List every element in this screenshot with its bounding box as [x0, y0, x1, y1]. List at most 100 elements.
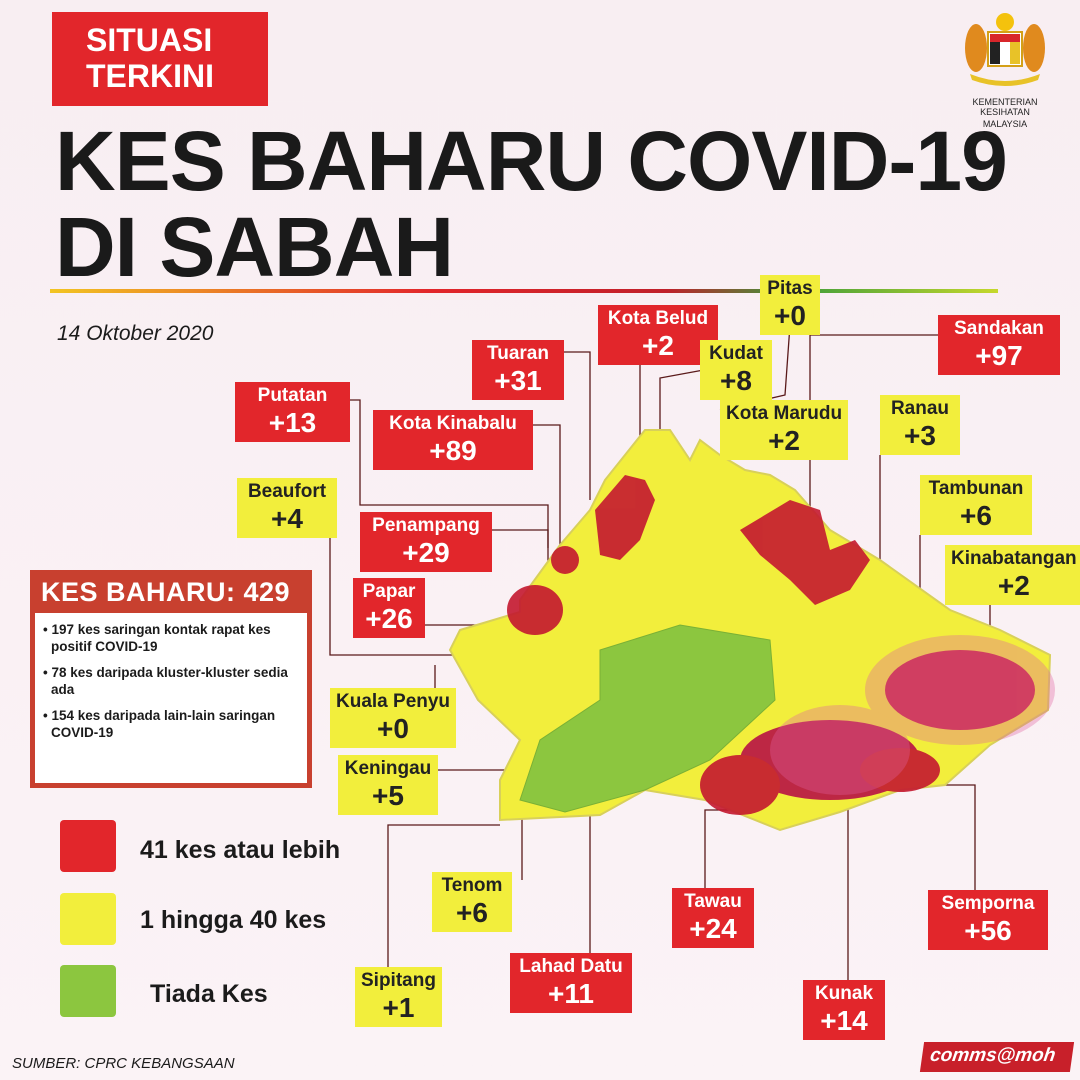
coat-of-arms-icon	[965, 13, 1045, 86]
district-cases: +2	[642, 330, 674, 361]
summary-heading: KES BAHARU: 429	[35, 575, 307, 613]
leader-line	[387, 824, 500, 967]
district-name: Penampang	[372, 515, 480, 536]
district-name: Papar	[362, 581, 416, 602]
no-case-region	[519, 624, 776, 813]
leader-line	[704, 809, 760, 888]
district-cases: +0	[377, 713, 409, 744]
situasi-terkini-badge: SITUASI TERKINI	[52, 12, 268, 106]
district-name: Tawau	[684, 891, 742, 912]
district-cases: +0	[774, 300, 806, 331]
district-label: Sipitang +1	[355, 967, 442, 1027]
district-name: Kunak	[814, 983, 874, 1004]
district-name: Kudat	[709, 343, 763, 364]
district-cases: +24	[689, 913, 737, 944]
district-cases: +13	[268, 407, 317, 438]
source-note: SUMBER: CPRC KEBANGSAAN	[12, 1055, 235, 1072]
district-cases: +26	[365, 603, 413, 634]
district-name: Kota Belud	[607, 308, 709, 329]
ministry-name-line2: MALAYSIA	[982, 119, 1028, 129]
district-name: Kota Marudu	[726, 403, 843, 424]
district-name: Kinabatangan	[951, 548, 1077, 569]
district-cases: +29	[402, 537, 450, 568]
district-name: Kuala Penyu	[336, 691, 451, 712]
legend-swatch-green	[60, 965, 116, 1017]
title-line-2: DI SABAH	[55, 200, 454, 294]
district-cases: +1	[382, 992, 415, 1023]
ministry-logo: KEMENTERIAN KESIHATAN MALAYSIA	[950, 8, 1060, 129]
district-cases: +6	[456, 897, 488, 928]
district-label: Pitas +0	[760, 275, 820, 335]
district-cases: +97	[975, 340, 1023, 371]
summary-item-text: 197 kes saringan kontak rapat kes positi…	[51, 622, 271, 654]
district-label: Kinabatangan +2	[945, 545, 1080, 605]
district-label: Lahad Datu +11	[510, 953, 632, 1013]
title-line-1: KES BAHARU COVID-19	[55, 114, 1008, 208]
district-cases: +2	[997, 570, 1030, 601]
legend-swatch-red	[60, 820, 116, 872]
legend-label-green: Tiada Kes	[150, 980, 268, 1008]
district-name: Tenom	[441, 875, 503, 896]
district-cases: +8	[720, 365, 752, 396]
district-name: Lahad Datu	[519, 956, 623, 977]
district-label: Kudat +8	[700, 340, 772, 400]
leader-line	[533, 424, 561, 560]
district-label: Tawau +24	[672, 888, 754, 948]
summary-box: KES BAHARU: 429 • 197 kes saringan konta…	[30, 570, 312, 788]
ministry-name-line1: KEMENTERIAN KESIHATAN	[972, 97, 1038, 117]
district-cases: +6	[960, 500, 992, 531]
district-label: Beaufort +4	[237, 478, 337, 538]
district-label: Tuaran +31	[472, 340, 564, 400]
summary-item: • 154 kes daripada lain-lain saringan CO…	[43, 708, 276, 740]
legend-label-yellow: 1 hingga 40 kes	[140, 906, 327, 934]
district-name: Pitas	[767, 278, 813, 299]
district-name: Beaufort	[247, 481, 327, 502]
district-label: Kunak +14	[803, 980, 885, 1040]
leader-line	[562, 351, 591, 500]
legend-label-red: 41 kes atau lebih	[140, 836, 341, 864]
district-label: Sandakan +97	[938, 315, 1060, 375]
district-name: Kota Kinabalu	[389, 413, 517, 434]
district-label: Putatan +13	[235, 382, 350, 442]
district-cases: +31	[494, 365, 542, 396]
district-label: Tenom +6	[432, 872, 512, 932]
district-label: Kota Marudu +2	[720, 400, 849, 460]
summary-item-text: 154 kes daripada lain-lain saringan COVI…	[51, 708, 276, 740]
district-label: Papar +26	[353, 578, 425, 638]
leader-line	[350, 399, 549, 548]
legend-swatch-yellow	[60, 893, 116, 945]
district-cases: +5	[372, 780, 404, 811]
district-label: Kuala Penyu +0	[330, 688, 457, 748]
district-name: Putatan	[257, 385, 328, 406]
red-zones	[507, 475, 1035, 815]
district-label: Kota Kinabalu +89	[373, 410, 533, 470]
district-label: Semporna +56	[928, 890, 1048, 950]
district-name: Sipitang	[361, 970, 436, 991]
district-label: Ranau +3	[880, 395, 960, 455]
summary-item-text: 78 kes daripada kluster-kluster sedia ad…	[51, 665, 288, 697]
page-title: KES BAHARU COVID-19 DI SABAH	[55, 114, 1008, 294]
report-date: 14 Oktober 2020	[57, 322, 214, 345]
summary-item: • 78 kes daripada kluster-kluster sedia …	[43, 665, 288, 697]
summary-item: • 197 kes saringan kontak rapat kes posi…	[43, 622, 271, 654]
district-cases: +14	[820, 1005, 868, 1036]
district-name: Tuaran	[487, 343, 549, 364]
district-cases: +11	[548, 978, 594, 1009]
credit-badge: comms@moh	[919, 1042, 1075, 1072]
district-cases: +56	[964, 915, 1012, 946]
district-name: Keningau	[344, 758, 432, 779]
district-label: Penampang +29	[360, 512, 492, 572]
divider	[50, 289, 998, 293]
district-name: Tambunan	[928, 478, 1024, 499]
district-cases: +89	[429, 435, 477, 466]
leader-line	[900, 784, 976, 890]
leader-line	[329, 505, 470, 656]
district-name: Semporna	[941, 893, 1035, 914]
district-cases: +3	[904, 420, 936, 451]
district-name: Ranau	[890, 398, 950, 419]
district-label: Kota Belud +2	[598, 305, 718, 365]
district-cases: +2	[768, 425, 801, 456]
district-cases: +4	[271, 503, 303, 534]
district-label: Keningau +5	[338, 755, 438, 815]
